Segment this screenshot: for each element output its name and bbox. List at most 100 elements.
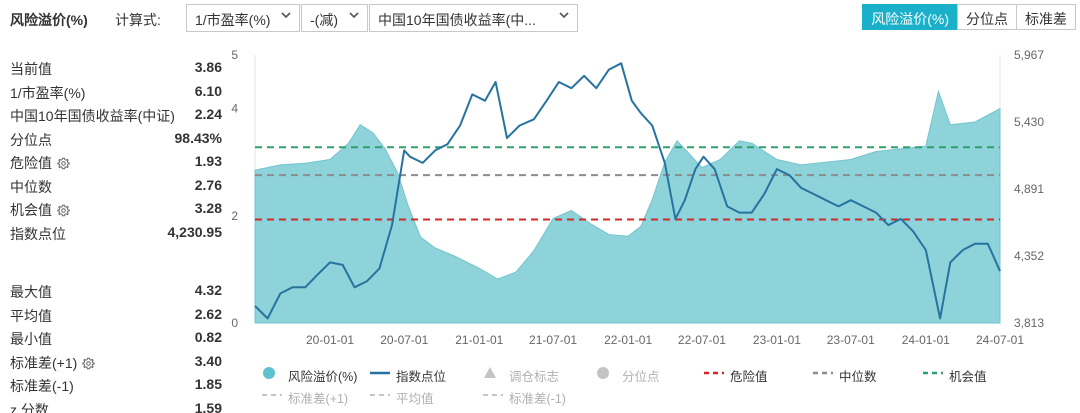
- chart-legend: 风险溢价(%) 指数点位 调仓标志 分位点 危险值 中位数 机会值 标准差(+1…: [258, 364, 1058, 410]
- x-tick-label: 21-07-01: [529, 333, 577, 347]
- legend-label: 调仓标志: [509, 370, 560, 384]
- gear-icon[interactable]: [82, 357, 95, 370]
- y-right-tick-label: 3,813: [1014, 316, 1044, 330]
- view-tabs: 风险溢价(%) 分位点 标准差: [862, 4, 1076, 30]
- stat-label: 机会值: [10, 202, 52, 218]
- stat-label: 标准差(+1): [10, 354, 78, 371]
- stat-label: 危险值: [10, 155, 52, 171]
- axis-ticks: 20-01-01 20-07-01 21-01-01 21-07-01 22-01-01…: [231, 48, 1044, 347]
- chevron-down-icon: [559, 12, 569, 19]
- circle-marker-icon: [597, 367, 609, 379]
- y-left-tick-label: 5: [231, 48, 238, 62]
- y-right-tick-label: 4,352: [1014, 249, 1044, 263]
- stat-value: 4,230.95: [167, 223, 223, 240]
- stat-row-percentile: 分位点 98.43%: [10, 127, 222, 151]
- operator-select-value: -(减): [310, 12, 338, 28]
- index-level-line: [254, 62, 1001, 320]
- stat-value: 98.43%: [174, 129, 222, 146]
- stat-row-opportunity: 机会值 3.28: [10, 197, 222, 221]
- circle-marker-icon: [263, 367, 275, 379]
- gear-icon[interactable]: [57, 157, 70, 170]
- dashed-line-icon: [813, 371, 833, 375]
- dashed-line-icon: [483, 394, 503, 396]
- gear-icon[interactable]: [57, 204, 70, 217]
- stat-label: 当前值: [10, 61, 52, 77]
- y-right-tick-label: 5,430: [1014, 115, 1044, 129]
- x-tick-label: 23-07-01: [827, 333, 875, 347]
- stat-label: 分位点: [10, 131, 52, 148]
- legend-label: 分位点: [622, 370, 660, 384]
- legend-label: 危险值: [730, 370, 768, 384]
- legend-label: 风险溢价(%): [288, 370, 358, 384]
- stat-value: 6.10: [194, 82, 222, 99]
- stat-value: 3.28: [194, 200, 222, 216]
- x-tick-label: 20-07-01: [380, 333, 428, 347]
- risk-premium-area: [254, 89, 1001, 324]
- chevron-down-icon: [349, 12, 359, 19]
- stat-label: 1/市盈率(%): [10, 84, 86, 101]
- stat-value: 0.82: [194, 329, 222, 345]
- stat-label: 中国10年国债收益率(中证): [10, 108, 175, 124]
- stat-value: 2.24: [194, 106, 222, 122]
- stat-label: 中位数: [10, 178, 52, 195]
- dashed-line-icon: [370, 394, 390, 396]
- x-tick-label: 24-01-01: [902, 333, 950, 347]
- numerator-select[interactable]: 1/市盈率(%): [186, 4, 300, 32]
- x-tick-label: 22-07-01: [678, 333, 726, 347]
- y-right-tick-label: 4,891: [1014, 182, 1044, 196]
- stat-label: 标准差(-1): [10, 378, 74, 394]
- legend-label: 机会值: [949, 370, 987, 384]
- tab-percentile[interactable]: 分位点: [957, 4, 1017, 30]
- stat-row-zscore: z 分数 1.59: [10, 397, 222, 413]
- stat-row-index-level: 指数点位 4,230.95: [10, 221, 222, 245]
- stat-value: 3.40: [194, 352, 222, 369]
- dashed-line-icon: [704, 371, 724, 375]
- stat-label: z 分数: [10, 401, 49, 413]
- y-right-tick-label: 5,967: [1014, 48, 1044, 62]
- chevron-down-icon: [281, 12, 291, 19]
- toolbar: 风险溢价(%) 计算式: 1/市盈率(%) -(减) 中国10年国债收益率(中.…: [10, 4, 1076, 32]
- stat-row-danger: 危险值 1.93: [10, 150, 222, 174]
- stat-row-mean: 平均值 2.62: [10, 303, 222, 327]
- stat-row-min: 最小值 0.82: [10, 326, 222, 350]
- y-left-tick-label: 0: [231, 316, 238, 330]
- risk-premium-chart[interactable]: 20-01-01 20-07-01 21-01-01 21-07-01 22-01-01…: [0, 0, 1080, 360]
- stat-row-median: 中位数 2.76: [10, 174, 222, 198]
- stat-label: 指数点位: [10, 225, 66, 242]
- stats-panel-top: 当前值 3.86 1/市盈率(%) 6.10 中国10年国债收益率(中证) 2.24 …: [10, 56, 222, 244]
- dashed-line-icon: [923, 371, 943, 375]
- formula-label: 计算式:: [115, 12, 161, 28]
- stat-row-bond-yield: 中国10年国债收益率(中证) 2.24: [10, 103, 222, 127]
- legend-label: 指数点位: [396, 370, 447, 384]
- legend-label: 标准差(-1): [509, 392, 566, 406]
- stat-label: 最大值: [10, 284, 52, 300]
- dashed-line-icon: [262, 394, 282, 396]
- x-tick-label: 20-01-01: [306, 333, 354, 347]
- line-marker-icon: [370, 371, 390, 375]
- stat-row-inverse-pe: 1/市盈率(%) 6.10: [10, 80, 222, 104]
- stat-row-current: 当前值 3.86: [10, 56, 222, 80]
- stat-value: 2.62: [194, 305, 222, 322]
- triangle-marker-icon: [484, 367, 496, 378]
- x-tick-label: 22-01-01: [604, 333, 652, 347]
- denominator-select-value: 中国10年国债收益率(中...: [378, 12, 536, 28]
- x-tick-label: 24-07-01: [976, 333, 1024, 347]
- tab-std-dev[interactable]: 标准差: [1016, 4, 1076, 30]
- operator-select[interactable]: -(减): [301, 4, 368, 32]
- stat-row-std-plus: 标准差(+1) 3.40: [10, 350, 222, 374]
- stat-value: 4.32: [194, 282, 222, 298]
- stat-value: 1.85: [194, 376, 222, 392]
- stat-label: 平均值: [10, 307, 52, 324]
- numerator-select-value: 1/市盈率(%): [195, 12, 271, 28]
- x-tick-label: 21-01-01: [455, 333, 503, 347]
- tab-risk-premium[interactable]: 风险溢价(%): [862, 4, 958, 30]
- stat-value: 2.76: [194, 176, 222, 193]
- stat-value: 3.86: [194, 59, 222, 75]
- legend-label: 中位数: [839, 370, 877, 384]
- y-left-tick-label: 2: [231, 209, 238, 223]
- stat-value: 1.59: [194, 399, 222, 413]
- denominator-select[interactable]: 中国10年国债收益率(中...: [369, 4, 578, 32]
- stat-value: 1.93: [194, 153, 222, 169]
- legend-label: 平均值: [396, 392, 434, 406]
- legend-label: 标准差(+1): [288, 392, 349, 406]
